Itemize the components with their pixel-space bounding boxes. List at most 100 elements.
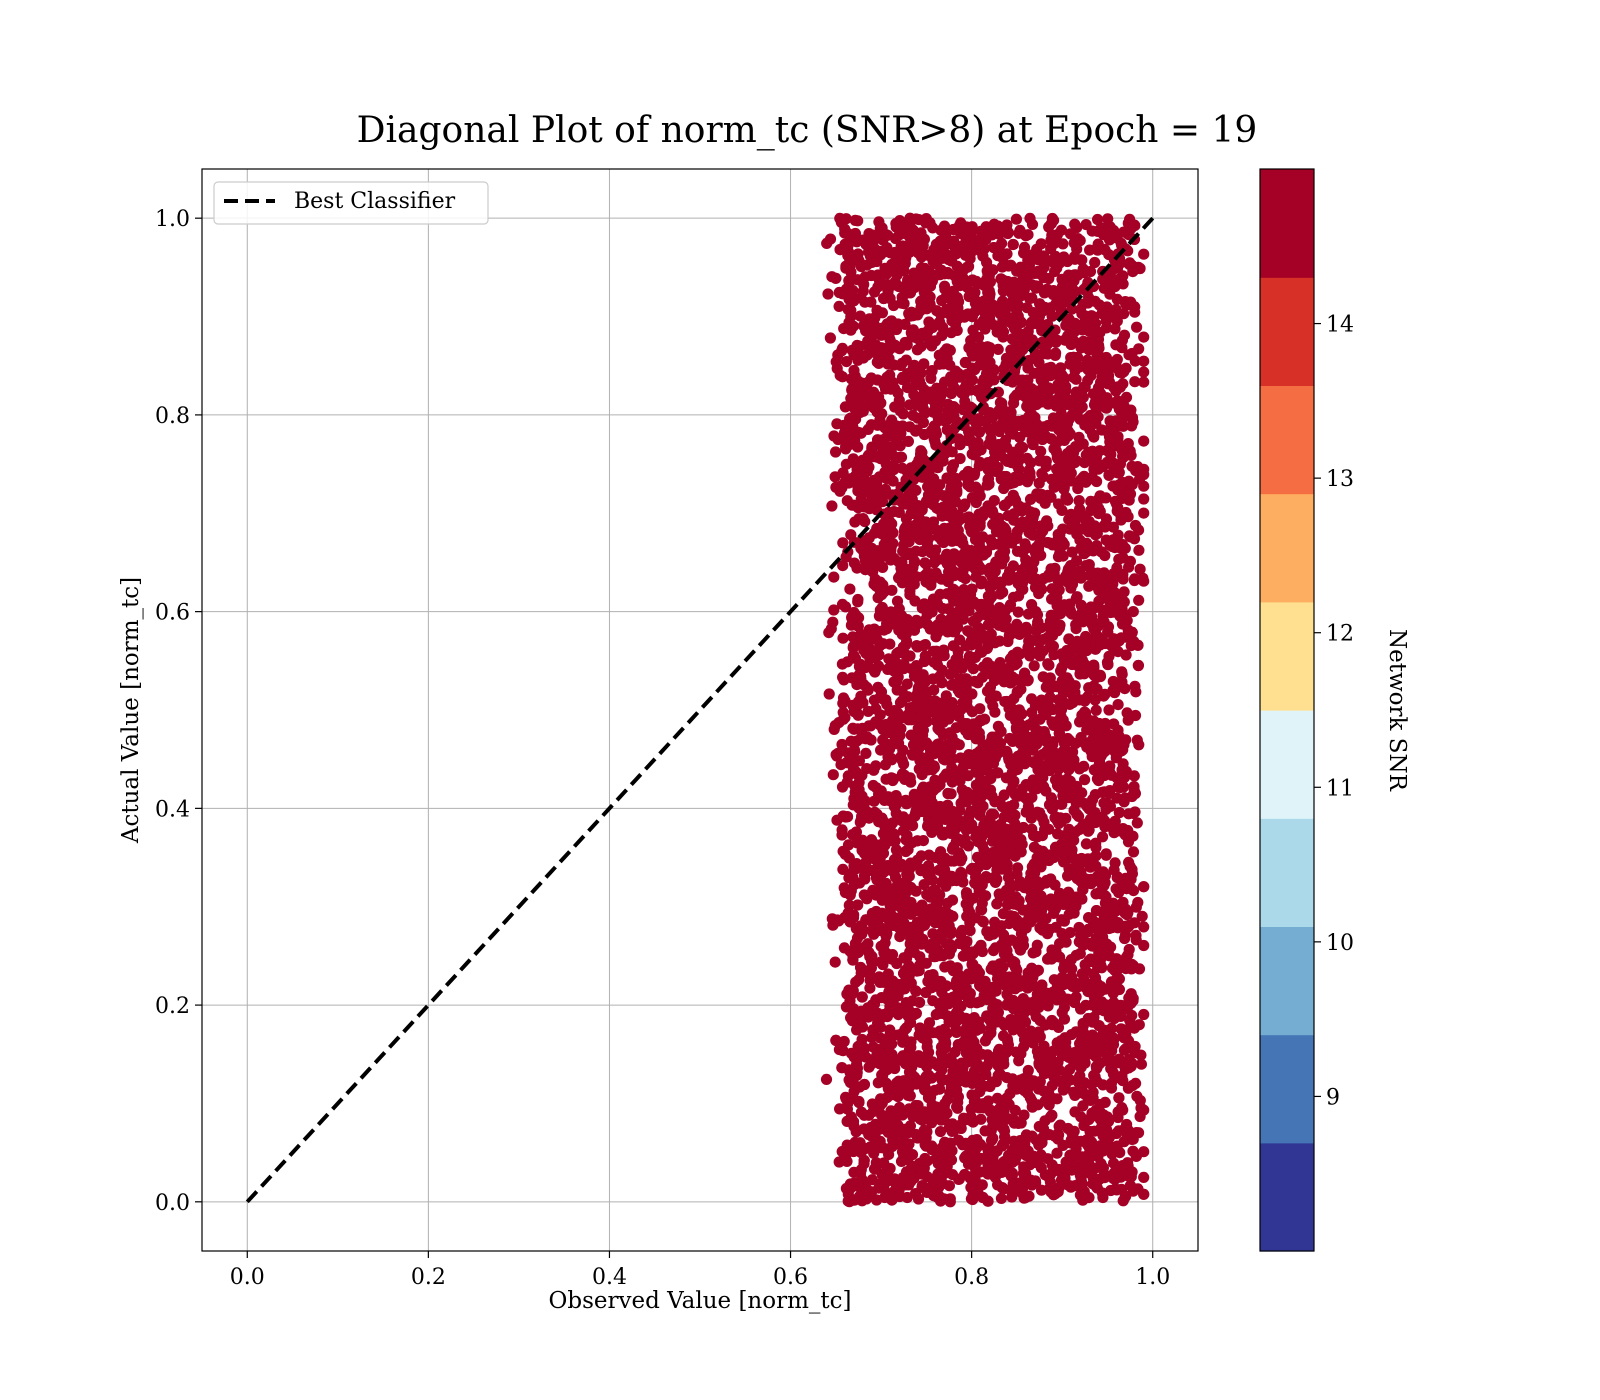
scatter-point	[941, 472, 953, 484]
scatter-point	[870, 851, 882, 863]
scatter-point	[950, 472, 962, 485]
scatter-point	[923, 849, 935, 861]
scatter-point	[965, 635, 977, 647]
scatter-point	[988, 495, 1000, 507]
scatter-point	[947, 459, 960, 471]
scatter-point	[1128, 533, 1141, 545]
scatter-point	[883, 331, 895, 343]
scatter-point	[1127, 846, 1140, 858]
scatter-point	[1056, 429, 1068, 442]
scatter-point	[860, 747, 872, 760]
scatter-point	[1092, 463, 1104, 475]
scatter-point	[959, 833, 971, 845]
scatter-point	[835, 759, 847, 771]
scatter-point	[1108, 1157, 1120, 1169]
scatter-point	[1090, 704, 1102, 716]
scatter-point	[1133, 544, 1145, 556]
scatter-point	[1112, 699, 1124, 711]
scatter-point	[954, 775, 966, 787]
scatter-point	[1039, 301, 1051, 313]
scatter-point	[1096, 906, 1108, 918]
scatter-point	[1000, 884, 1012, 897]
scatter-point	[828, 571, 840, 583]
scatter-point	[942, 398, 954, 410]
scatter-point	[1126, 1166, 1138, 1178]
scatter-point	[1096, 492, 1108, 504]
scatter-point	[974, 520, 986, 532]
scatter-point	[888, 382, 901, 394]
scatter-point	[896, 913, 908, 926]
scatter-point	[1017, 547, 1029, 559]
scatter-point	[1138, 366, 1150, 378]
scatter-point	[873, 216, 885, 228]
scatter-point	[1125, 222, 1137, 235]
scatter-point	[828, 604, 840, 616]
scatter-point	[853, 1095, 865, 1108]
scatter-point	[982, 1168, 994, 1180]
scatter-point	[1010, 213, 1023, 225]
scatter-point	[961, 796, 973, 808]
scatter-point	[973, 508, 985, 520]
scatter-point	[888, 299, 900, 312]
scatter-point	[909, 731, 921, 744]
scatter-point	[936, 712, 948, 724]
scatter-point	[906, 837, 918, 849]
scatter-point	[838, 674, 850, 686]
scatter-point	[1132, 659, 1144, 672]
scatter-point	[1076, 324, 1088, 336]
scatter-point	[1027, 439, 1039, 451]
scatter-point	[820, 1073, 833, 1085]
scatter-point	[930, 439, 942, 451]
scatter-point	[1116, 618, 1129, 630]
scatter-point	[919, 407, 931, 419]
scatter-point	[1138, 1171, 1150, 1183]
scatter-point	[853, 974, 865, 986]
scatter-point	[1129, 680, 1141, 692]
scatter-point	[989, 796, 1001, 808]
scatter-point	[865, 296, 877, 308]
scatter-point	[1080, 219, 1092, 231]
scatter-point	[889, 1138, 901, 1150]
scatter-point	[917, 416, 930, 429]
scatter-point	[1128, 781, 1140, 793]
scatter-point	[887, 995, 899, 1007]
scatter-point	[894, 931, 906, 943]
scatter-point	[974, 996, 986, 1008]
scatter-point	[1043, 799, 1056, 811]
scatter-point	[975, 225, 987, 237]
scatter-point	[1131, 321, 1143, 333]
scatter-point	[1032, 367, 1045, 379]
scatter-point	[1056, 928, 1068, 940]
scatter-point	[902, 709, 914, 721]
scatter-point	[1077, 471, 1089, 483]
scatter-point	[821, 237, 833, 249]
scatter-point	[1081, 645, 1093, 657]
scatter-point	[898, 1149, 910, 1161]
scatter-point	[966, 221, 978, 233]
scatter-point	[1117, 1030, 1129, 1042]
scatter-point	[944, 1196, 956, 1208]
scatter-point	[985, 433, 997, 445]
scatter-point	[935, 308, 947, 320]
scatter-point	[826, 500, 838, 512]
scatter-point	[1129, 519, 1142, 532]
scatter-point	[1079, 706, 1091, 718]
scatter-point	[1046, 1109, 1058, 1121]
scatter-point	[1025, 867, 1037, 880]
scatter-point	[1073, 495, 1085, 507]
scatter-point	[1065, 475, 1077, 487]
scatter-point	[1027, 947, 1039, 959]
scatter-point	[848, 860, 860, 872]
scatter-point	[895, 451, 908, 463]
scatter-point	[1120, 649, 1132, 661]
scatter-point	[1066, 546, 1078, 558]
scatter-point	[1138, 376, 1150, 388]
scatter-point	[871, 1194, 883, 1206]
scatter-point	[872, 681, 884, 693]
scatter-point	[1066, 303, 1078, 315]
scatter-point	[1079, 457, 1091, 469]
scatter-point	[1008, 976, 1020, 988]
scatter-point	[979, 1125, 991, 1137]
scatter-point	[1051, 1147, 1063, 1159]
